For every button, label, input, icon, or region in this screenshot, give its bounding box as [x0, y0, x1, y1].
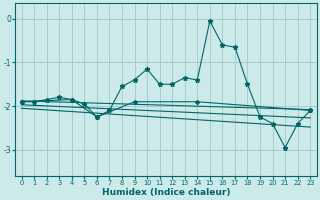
X-axis label: Humidex (Indice chaleur): Humidex (Indice chaleur) [102, 188, 230, 197]
